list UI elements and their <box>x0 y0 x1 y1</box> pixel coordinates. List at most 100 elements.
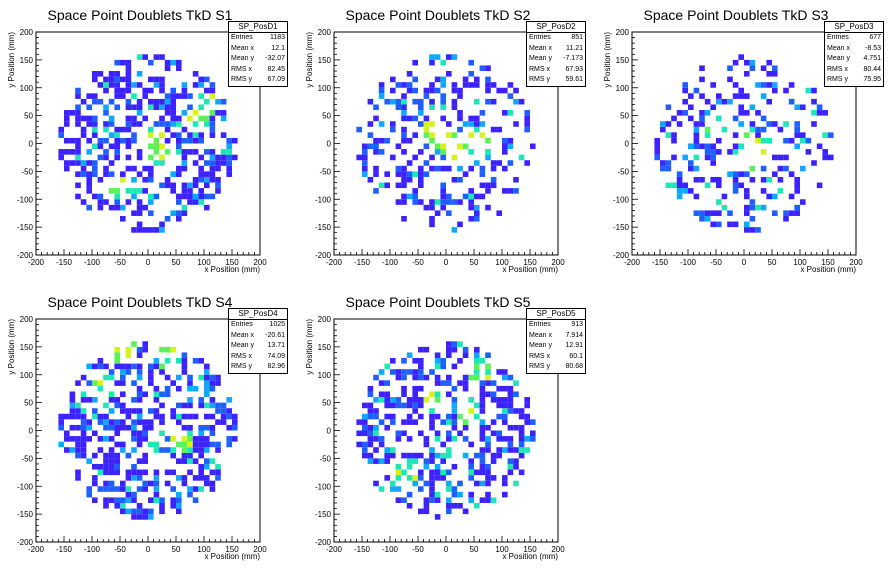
bin-cell <box>131 132 137 138</box>
bin-cell <box>507 458 514 464</box>
bin-cell <box>744 71 750 77</box>
bin-cell <box>507 160 514 166</box>
bin-cell <box>462 508 469 515</box>
bin-cell <box>496 160 502 166</box>
stats-key: Mean x <box>529 331 552 339</box>
stats-box: SP_PosD1 Entries 1183 Mean x 12.1 Mean y -32.0… <box>228 21 288 87</box>
bin-cell <box>80 171 87 177</box>
y-tick-label: -50 <box>21 454 33 463</box>
bin-cell <box>114 143 120 150</box>
bin-cell <box>721 98 728 105</box>
bin-cell <box>92 397 98 403</box>
bin-cell <box>513 408 519 414</box>
bin-cell <box>732 176 739 183</box>
bin-cell <box>418 385 424 392</box>
bin-cell <box>125 137 132 144</box>
bin-cell <box>704 110 711 116</box>
bin-cell <box>367 408 374 414</box>
bin-cell <box>136 188 143 194</box>
bin-cell <box>220 402 227 409</box>
bin-cell <box>226 137 232 144</box>
bin-cell <box>665 165 672 172</box>
bin-cell <box>136 391 143 398</box>
bin-cell <box>148 98 154 105</box>
bin-cell <box>187 137 193 144</box>
bin-cell <box>356 154 362 161</box>
bin-cell <box>412 402 418 409</box>
bin-cell <box>451 413 458 420</box>
y-tick-label: -50 <box>319 454 331 463</box>
bin-cell <box>92 93 98 99</box>
histogram-cells <box>654 54 834 233</box>
bin-cell <box>699 210 705 216</box>
bin-cell <box>120 374 126 381</box>
x-tick-label: 100 <box>495 258 509 267</box>
bin-cell <box>204 87 210 94</box>
bin-cell <box>80 98 87 105</box>
bin-cell <box>148 369 154 375</box>
bin-cell <box>58 132 64 138</box>
bin-cell <box>434 87 441 94</box>
bin-cell <box>176 374 182 381</box>
bin-cell <box>446 352 452 359</box>
bin-cell <box>406 176 413 183</box>
bin-cell <box>148 199 154 205</box>
bin-cell <box>390 154 396 161</box>
x-tick-label: -200 <box>624 258 641 267</box>
bin-cell <box>468 204 474 211</box>
stats-value: 13.71 <box>267 342 285 350</box>
bin-cell <box>114 463 120 470</box>
bin-cell <box>367 452 374 459</box>
bin-cell <box>192 82 199 88</box>
bin-cell <box>176 121 182 127</box>
stats-value: 82.96 <box>267 363 285 371</box>
bin-cell <box>75 104 81 111</box>
bin-cell <box>390 358 396 364</box>
bin-cell <box>794 182 800 189</box>
bin-cell <box>108 143 115 150</box>
bin-cell <box>192 458 199 464</box>
y-tick-label: -200 <box>17 251 34 260</box>
bin-cell <box>507 441 514 448</box>
stats-key: RMS y <box>231 76 252 84</box>
bin-cell <box>440 182 446 189</box>
y-tick-label: -100 <box>315 482 332 491</box>
bin-cell <box>490 458 497 464</box>
bin-cell <box>462 121 469 127</box>
bin-cell <box>507 137 514 144</box>
bin-cell <box>524 436 530 442</box>
bin-cell <box>136 171 143 177</box>
bin-cell <box>479 402 486 409</box>
stats-key: Mean y <box>529 342 552 350</box>
bin-cell <box>479 430 486 437</box>
bin-cell <box>816 104 823 111</box>
bin-cell <box>468 115 474 122</box>
bin-cell <box>390 76 396 83</box>
bin-cell <box>429 132 435 138</box>
x-tick-label: 50 <box>172 258 181 267</box>
bin-cell <box>204 463 210 470</box>
bin-cell <box>198 115 204 122</box>
bin-cell <box>485 491 491 498</box>
bin-cell <box>181 458 188 464</box>
bin-cell <box>716 221 722 228</box>
bin-cell <box>209 480 216 487</box>
stats-row: RMS x 80.44 <box>825 65 883 76</box>
bin-cell <box>164 358 171 364</box>
bin-cell <box>75 424 81 431</box>
stats-row: Mean y -7.173 <box>527 54 585 65</box>
bin-cell <box>69 137 76 144</box>
bin-cell <box>148 154 154 161</box>
bin-cell <box>665 160 672 166</box>
bin-cell <box>378 436 385 442</box>
bin-cell <box>777 165 784 172</box>
bin-cell <box>120 171 126 177</box>
bin-cell <box>524 115 530 122</box>
bin-cell <box>204 385 210 392</box>
bin-cell <box>92 363 98 370</box>
bin-cell <box>86 160 92 166</box>
bin-cell <box>457 380 463 386</box>
bin-cell <box>181 110 188 116</box>
bin-cell <box>131 508 137 515</box>
bin-cell <box>434 452 441 459</box>
